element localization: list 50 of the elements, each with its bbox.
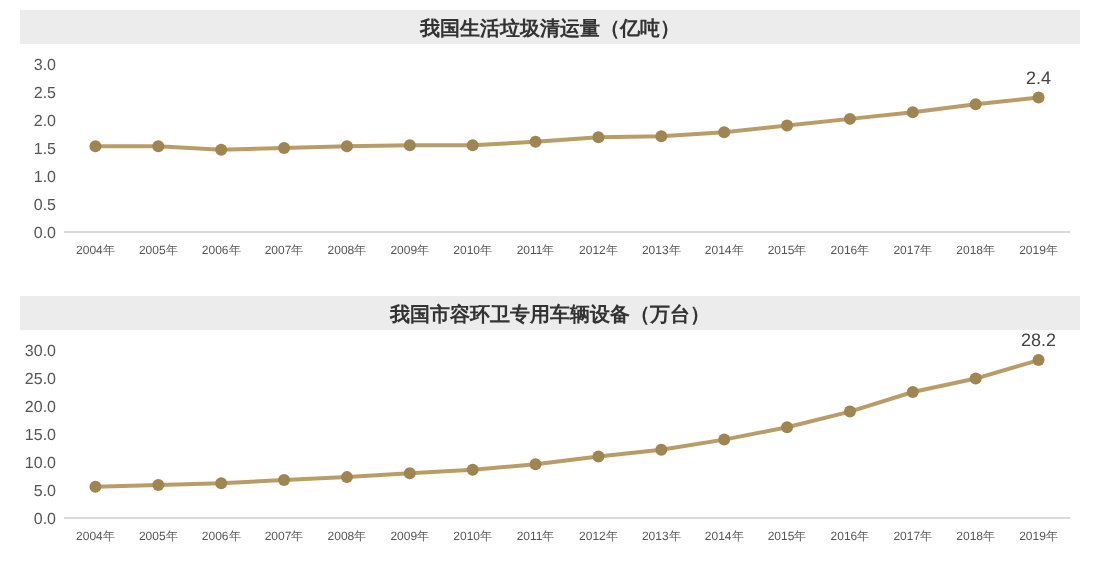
y-tick-label: 15.0	[24, 426, 58, 444]
point	[592, 131, 605, 144]
point	[403, 139, 416, 152]
chart-title: 我国生活垃圾清运量（亿吨）	[418, 17, 680, 41]
y-tick-label: 2.0	[33, 112, 58, 130]
point	[278, 142, 291, 154]
point	[781, 119, 794, 132]
point	[152, 140, 165, 153]
point	[843, 405, 856, 418]
point	[843, 112, 856, 125]
y-tick-label: 30.0	[24, 342, 58, 360]
point	[466, 463, 479, 476]
y-tick-label: 10.0	[24, 454, 58, 472]
y-tick-label: 0.0	[33, 224, 58, 242]
point	[89, 480, 102, 493]
point	[655, 130, 668, 143]
data-label: 28.2	[1021, 330, 1057, 351]
point	[340, 140, 353, 153]
point	[592, 450, 605, 463]
point	[1032, 91, 1045, 104]
point	[529, 135, 542, 148]
y-tick-label: 3.0	[33, 56, 58, 74]
point	[655, 443, 668, 456]
point	[215, 143, 228, 156]
y-tick-label: 2.5	[33, 84, 58, 102]
point	[278, 473, 291, 486]
y-tick-label: 20.0	[24, 398, 58, 416]
point	[906, 386, 919, 398]
point	[466, 139, 479, 152]
point	[152, 478, 165, 491]
point	[969, 98, 982, 111]
point	[781, 421, 794, 434]
point	[529, 458, 542, 471]
y-tick-label: 0.5	[33, 196, 58, 214]
chart-title: 我国市容环卫专用车辆设备（万台）	[388, 303, 710, 327]
point	[340, 471, 353, 484]
y-tick-label: 1.5	[33, 140, 58, 158]
point	[215, 477, 228, 490]
point	[403, 467, 416, 480]
point	[718, 433, 731, 446]
point	[1032, 354, 1045, 367]
point	[906, 106, 919, 119]
point	[969, 372, 982, 385]
y-tick-label: 5.0	[33, 482, 58, 500]
point	[718, 126, 731, 139]
y-tick-label: 0.0	[33, 510, 58, 528]
y-tick-label: 25.0	[24, 370, 58, 388]
data-label: 2.4	[1026, 67, 1052, 88]
y-tick-label: 1.0	[33, 168, 58, 186]
point	[89, 140, 102, 153]
